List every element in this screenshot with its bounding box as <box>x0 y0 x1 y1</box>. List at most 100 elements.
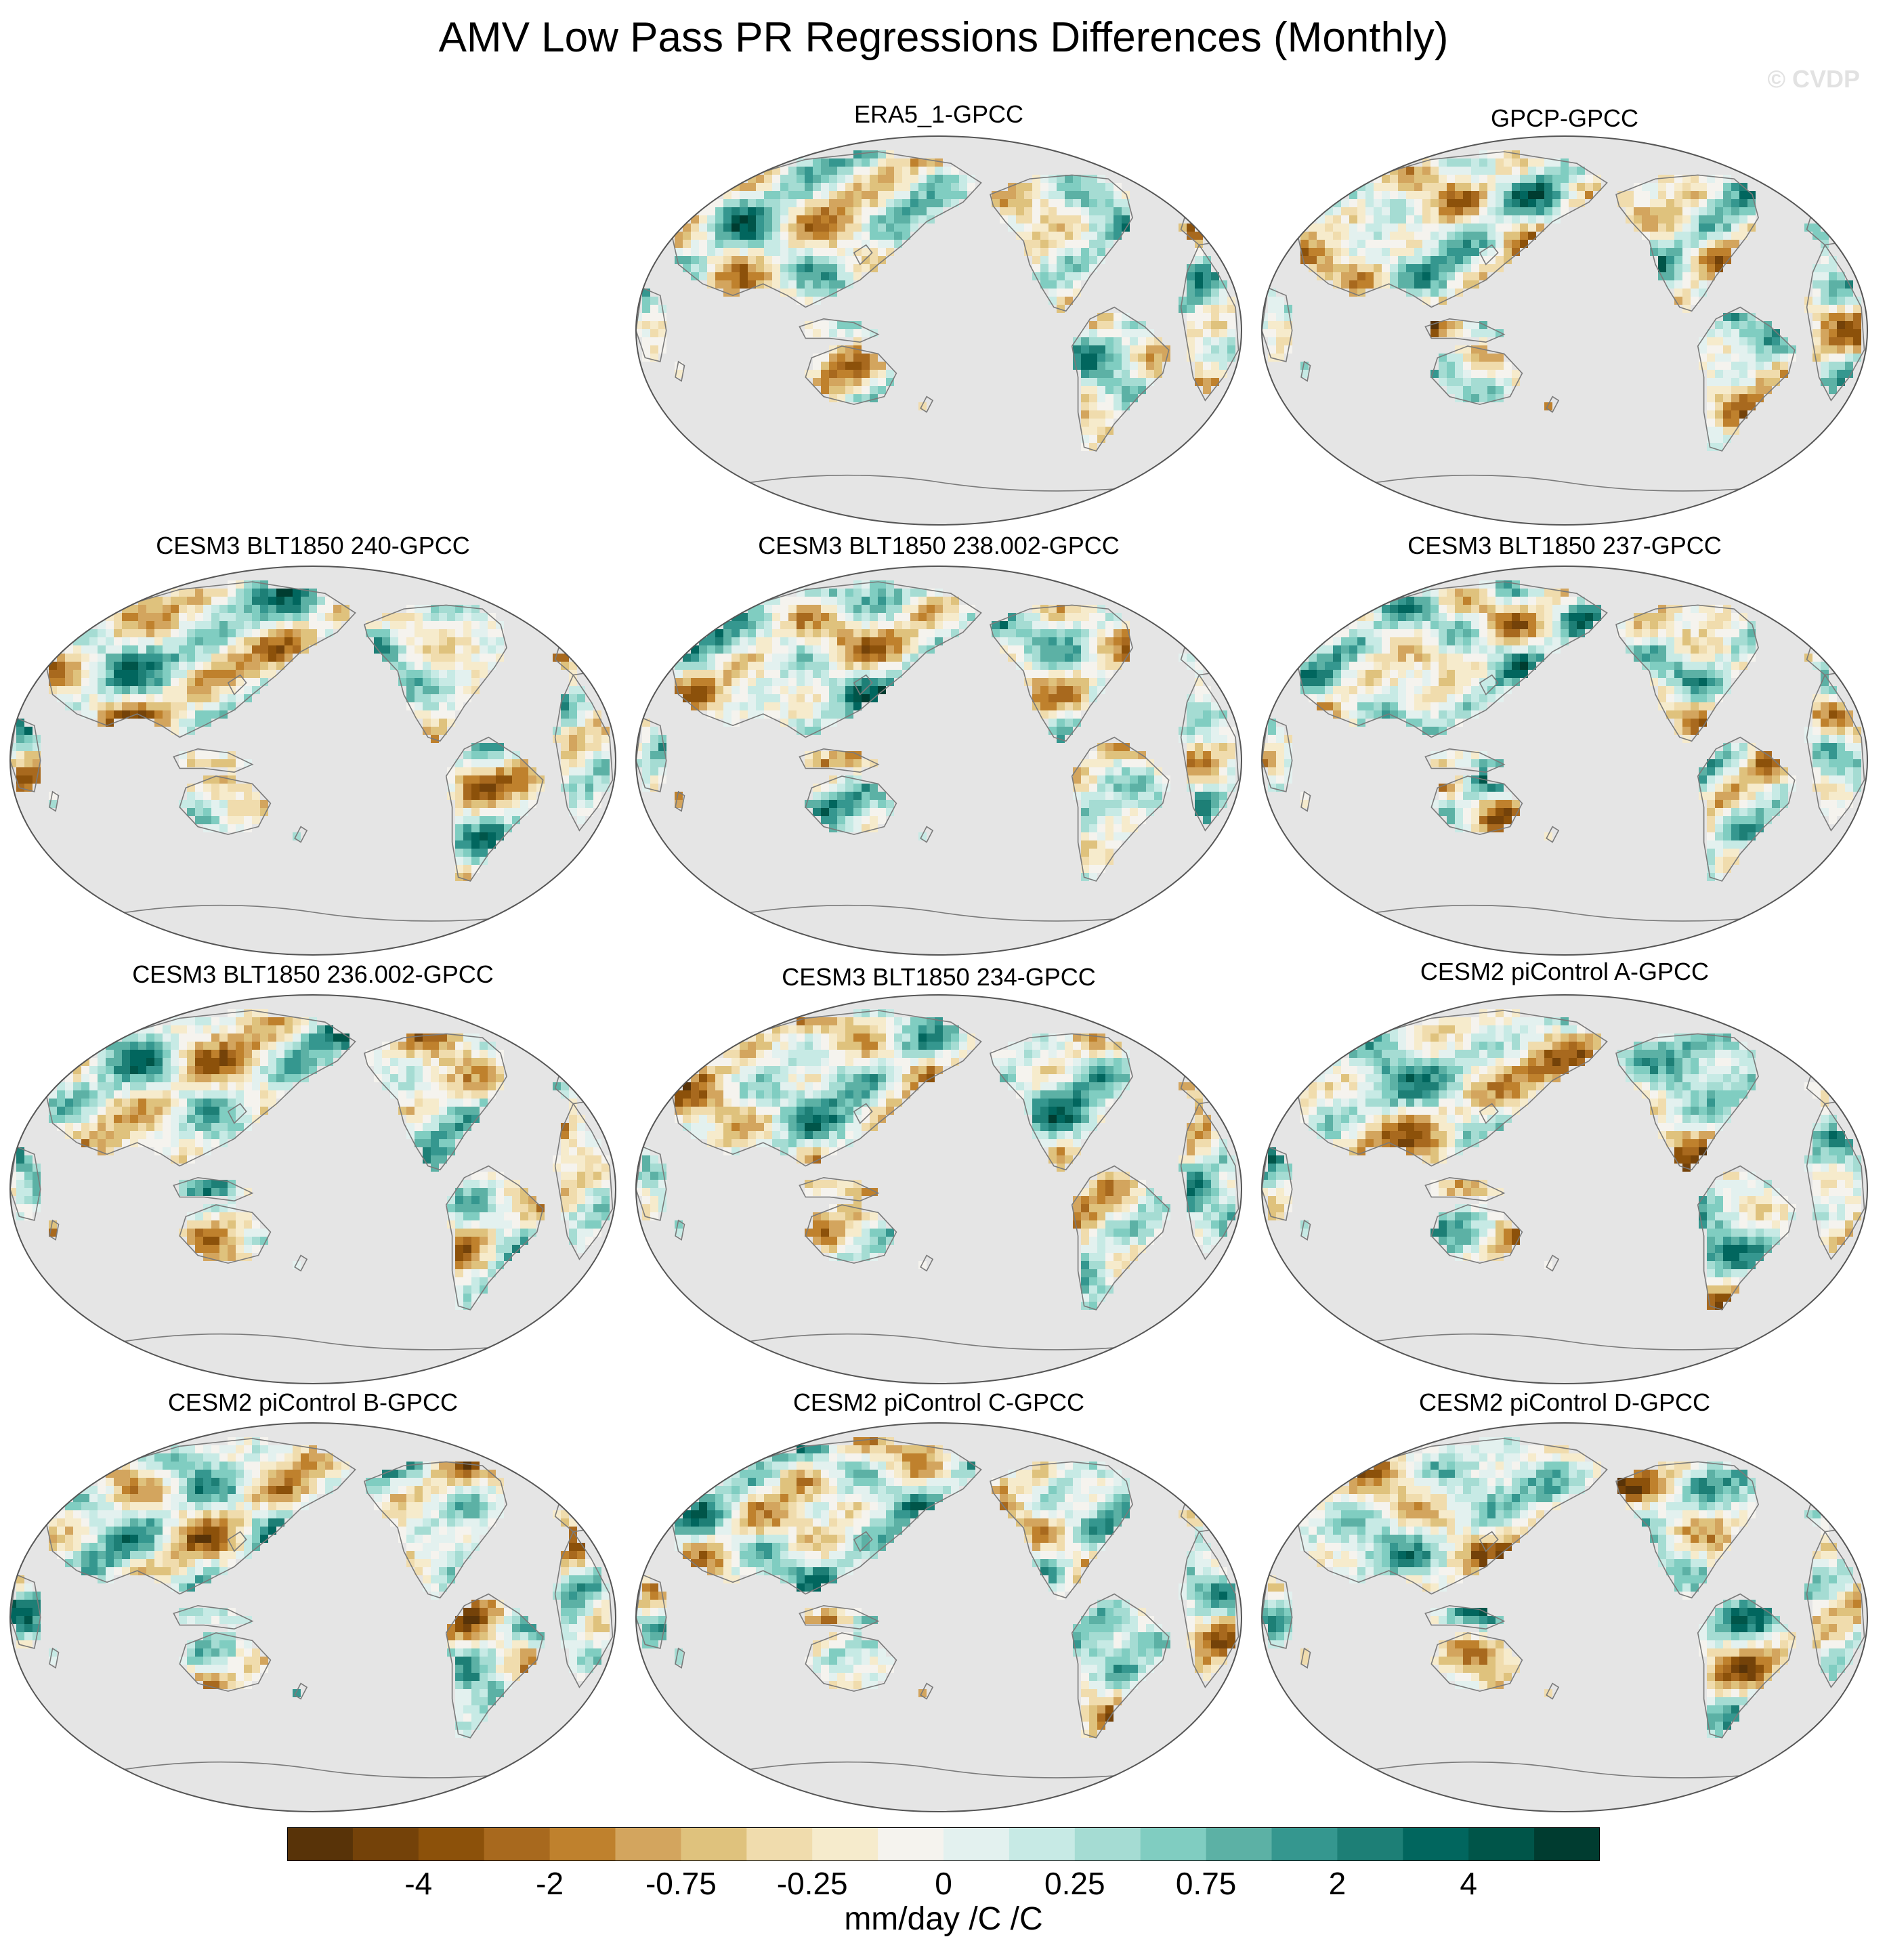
new-zealand-outline <box>920 1254 934 1272</box>
australia-outline <box>179 1204 272 1264</box>
maritime-continent-outline <box>799 1176 880 1202</box>
coastlines <box>636 1438 1239 1778</box>
colorbar-swatch <box>1271 1827 1338 1861</box>
australia-outline <box>179 775 272 835</box>
north-america-outline <box>990 604 1133 742</box>
antarctica-outline <box>728 474 1149 492</box>
map-panel: CESM2 piControl A-GPCC <box>1260 958 1869 1394</box>
south-america-outline <box>445 1593 544 1739</box>
world-map <box>9 566 616 956</box>
panel-title: ERA5_1-GPCC <box>853 100 1024 128</box>
colorbar-swatch <box>1140 1827 1207 1861</box>
colorbar-swatch <box>1206 1827 1272 1861</box>
africa-west-outline <box>1262 717 1293 792</box>
madagascar-outline <box>675 1219 685 1241</box>
japan-outline <box>853 674 873 696</box>
australia-outline <box>179 1632 272 1692</box>
colorbar-tick-label: -0.75 <box>645 1866 717 1901</box>
japan-outline <box>1479 1103 1499 1124</box>
panel-title: CESM2 piControl C-GPCC <box>792 1388 1085 1416</box>
south-america-outline <box>1697 306 1796 452</box>
precip-field <box>636 1437 1235 1738</box>
new-zealand-outline <box>920 1682 934 1700</box>
africa-west-outline <box>1262 286 1293 362</box>
japan-outline <box>853 1103 873 1124</box>
map-panel: CESM2 piControl B-GPCC <box>8 1388 618 1822</box>
map-panel: CESM3 BLT1850 234-GPCC <box>634 960 1244 1394</box>
colorbar-tick-label: -4 <box>404 1866 433 1901</box>
antarctica-outline <box>102 1333 524 1350</box>
coastlines <box>10 1010 614 1350</box>
colorbar-swatch <box>746 1827 813 1861</box>
map-border <box>635 566 1242 956</box>
new-zealand-outline <box>1546 1254 1560 1272</box>
africa-east-outline <box>1806 1531 1865 1688</box>
new-zealand-outline <box>294 826 308 843</box>
south-america-outline <box>445 736 544 882</box>
maritime-continent-outline <box>1424 748 1506 773</box>
new-zealand-outline <box>1546 396 1560 413</box>
maritime-continent-outline <box>173 748 254 773</box>
japan-outline <box>227 1531 247 1552</box>
africa-west-outline <box>1262 1573 1293 1649</box>
precip-field <box>10 580 610 881</box>
madagascar-outline <box>1300 360 1311 382</box>
south-america-outline <box>1071 736 1170 882</box>
map-panel: CESM3 BLT1850 240-GPCC <box>8 532 618 965</box>
madagascar-outline <box>1300 1647 1311 1669</box>
antarctica-outline <box>102 904 524 922</box>
colorbar-swatch <box>1074 1827 1141 1861</box>
world-map <box>635 994 1242 1384</box>
maritime-continent-outline <box>799 1604 880 1630</box>
maritime-continent-outline <box>173 1176 254 1202</box>
africa-west-outline <box>636 1145 667 1221</box>
north-america-outline <box>990 1461 1133 1599</box>
map-border <box>9 566 616 956</box>
map-panel: CESM2 piControl D-GPCC <box>1260 1388 1869 1822</box>
antarctica-outline <box>728 1761 1149 1778</box>
new-zealand-outline <box>1546 1682 1560 1700</box>
colorbar-swatch <box>287 1827 354 1861</box>
panel-title: CESM2 piControl B-GPCC <box>167 1388 459 1416</box>
colorbar <box>287 1827 1600 1861</box>
colorbar-swatch <box>484 1827 551 1861</box>
australia-outline <box>1430 1204 1523 1264</box>
colorbar-tick-label: -2 <box>536 1866 564 1901</box>
colorbar-swatch <box>615 1827 681 1861</box>
map-border <box>1261 135 1868 526</box>
australia-outline <box>1430 345 1523 405</box>
world-map <box>9 994 616 1384</box>
colorbar-swatch <box>944 1827 1010 1861</box>
north-america-outline <box>990 1033 1133 1171</box>
madagascar-outline <box>49 1647 60 1669</box>
colorbar-swatch <box>1403 1827 1469 1861</box>
africa-west-outline <box>10 717 41 792</box>
north-america-outline <box>1615 1033 1759 1171</box>
madagascar-outline <box>1300 790 1311 812</box>
south-america-outline <box>1071 306 1170 452</box>
africa-east-outline <box>1180 1531 1239 1688</box>
eurasia-outline <box>671 151 982 308</box>
eurasia-outline <box>45 581 356 738</box>
colorbar-units: mm/day /C /C <box>844 1901 1043 1937</box>
new-zealand-outline <box>1546 826 1560 843</box>
map-border <box>1261 566 1868 956</box>
map-border <box>635 1422 1242 1812</box>
figure-title: AMV Low Pass PR Regressions Differences … <box>438 14 1449 61</box>
new-zealand-outline <box>294 1682 308 1700</box>
africa-east-outline <box>1180 244 1239 402</box>
map-border <box>9 1422 616 1812</box>
madagascar-outline <box>675 360 685 382</box>
africa-east-outline <box>554 1531 614 1688</box>
coastlines <box>636 151 1239 492</box>
africa-west-outline <box>636 1573 667 1649</box>
africa-west-outline <box>1262 1145 1293 1221</box>
australia-outline <box>805 775 897 835</box>
colorbar-swatch <box>1009 1827 1076 1861</box>
africa-west-outline <box>10 1145 41 1221</box>
precip-field <box>1262 580 1861 881</box>
antarctica-outline <box>1354 474 1775 492</box>
precip-field <box>1262 1009 1861 1310</box>
world-map <box>635 1422 1242 1812</box>
colorbar-tick-label: -0.25 <box>776 1866 848 1901</box>
